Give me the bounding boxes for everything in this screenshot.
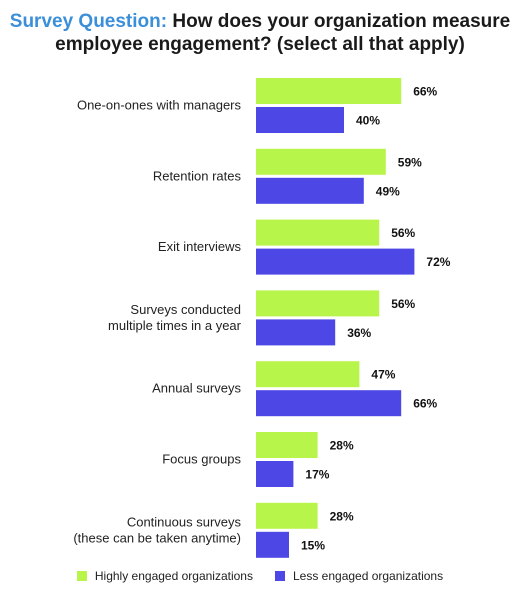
data-label-highly-engaged-continuous-surveys-these-can-be-taken-anytime: 28%	[330, 509, 354, 523]
bar-highly-engaged-one-on-ones-with-managers	[256, 78, 402, 104]
bar-less-engaged-focus-groups	[256, 461, 294, 487]
bar-less-engaged-retention-rates	[256, 177, 364, 204]
category-label-annual-surveys: Annual surveys	[152, 381, 241, 396]
category-label-surveys-conducted-multiple-times-in-a-year-line-1: Surveys conducted	[130, 302, 241, 317]
chart-title: Survey Question: How does your organizat…	[0, 10, 520, 56]
legend: Highly engaged organizations Less engage…	[0, 569, 520, 583]
data-label-less-engaged-retention-rates: 49%	[376, 184, 400, 198]
category-label-continuous-surveys-these-can-be-taken-anytime-line-2: (these can be taken anytime)	[73, 530, 241, 545]
title-prefix: Survey Question:	[9, 11, 168, 32]
legend-item-highly-engaged: Highly engaged organizations	[76, 569, 253, 583]
bar-highly-engaged-surveys-conducted-multiple-times-in-a-year	[256, 290, 380, 317]
category-label-retention-rates: Retention rates	[153, 168, 242, 183]
legend-swatch-highly-engaged	[76, 571, 87, 581]
data-label-less-engaged-annual-surveys: 66%	[413, 397, 437, 411]
data-label-highly-engaged-focus-groups: 28%	[330, 439, 354, 453]
bar-less-engaged-exit-interviews	[256, 248, 415, 275]
data-label-less-engaged-one-on-ones-with-managers: 40%	[356, 114, 380, 128]
data-label-highly-engaged-surveys-conducted-multiple-times-in-a-year: 56%	[391, 297, 415, 311]
data-label-less-engaged-focus-groups: 17%	[305, 468, 329, 482]
legend-swatch-less-engaged	[274, 571, 285, 581]
bar-highly-engaged-exit-interviews	[256, 219, 380, 246]
bar-less-engaged-continuous-surveys-these-can-be-taken-anytime	[256, 531, 289, 558]
category-label-focus-groups: Focus groups	[162, 452, 241, 467]
category-label-exit-interviews: Exit interviews	[158, 239, 242, 254]
data-label-highly-engaged-retention-rates: 59%	[398, 155, 422, 169]
bar-highly-engaged-focus-groups	[256, 432, 318, 458]
data-label-less-engaged-exit-interviews: 72%	[426, 255, 450, 269]
bar-less-engaged-surveys-conducted-multiple-times-in-a-year	[256, 319, 336, 346]
legend-label-highly-engaged: Highly engaged organizations	[94, 569, 253, 583]
bar-highly-engaged-continuous-surveys-these-can-be-taken-anytime	[256, 502, 318, 529]
data-label-highly-engaged-annual-surveys: 47%	[371, 368, 395, 382]
title-line-1: How does your organization measure	[172, 11, 511, 32]
bar-highly-engaged-retention-rates	[256, 148, 386, 175]
legend-label-less-engaged: Less engaged organizations	[292, 569, 444, 583]
bar-highly-engaged-annual-surveys	[256, 361, 360, 388]
data-label-less-engaged-surveys-conducted-multiple-times-in-a-year: 36%	[347, 326, 371, 340]
bar-less-engaged-annual-surveys	[256, 390, 402, 417]
category-label-surveys-conducted-multiple-times-in-a-year-line-2: multiple times in a year	[108, 318, 242, 333]
legend-item-less-engaged: Less engaged organizations	[274, 569, 444, 583]
data-label-less-engaged-continuous-surveys-these-can-be-taken-anytime: 15%	[301, 538, 325, 552]
category-label-one-on-ones-with-managers: One-on-ones with managers	[77, 98, 242, 113]
data-label-highly-engaged-one-on-ones-with-managers: 66%	[413, 85, 437, 99]
title-line-2: employee engagement? (select all that ap…	[55, 34, 465, 55]
bar-less-engaged-one-on-ones-with-managers	[256, 107, 344, 133]
category-label-continuous-surveys-these-can-be-taken-anytime-line-1: Continuous surveys	[127, 514, 242, 529]
data-label-highly-engaged-exit-interviews: 56%	[391, 226, 415, 240]
